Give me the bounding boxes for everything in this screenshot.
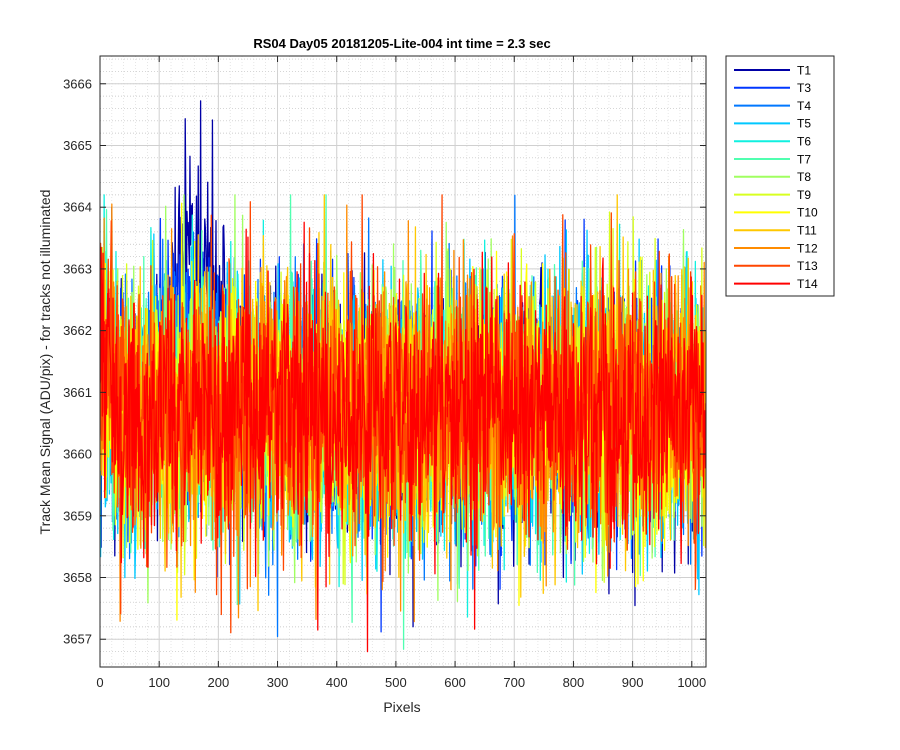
x-axis: 0 100 200 300 400 500 600 700 800 900 1000 bbox=[96, 56, 706, 690]
y-tick-label: 3664 bbox=[63, 200, 92, 215]
y-axis: 3657 3658 3659 3660 3661 3662 3663 3664 3665 3666 bbox=[63, 76, 706, 647]
y-tick-label: 3657 bbox=[63, 632, 92, 647]
legend-label-t5: T5 bbox=[797, 117, 811, 131]
y-tick-label: 3660 bbox=[63, 447, 92, 462]
x-tick-label: 400 bbox=[326, 675, 348, 690]
legend-label-t1: T1 bbox=[797, 63, 811, 77]
x-tick-label: 300 bbox=[267, 675, 289, 690]
plot-frame bbox=[99, 55, 707, 668]
series-line-t14 bbox=[100, 221, 706, 653]
y-tick-label: 3665 bbox=[63, 138, 92, 153]
x-tick-label: 800 bbox=[563, 675, 585, 690]
y-tick-label: 3666 bbox=[63, 76, 92, 91]
y-axis-label: Track Mean Signal (ADU/pix) - for tracks… bbox=[37, 190, 53, 535]
chart-title: RS04 Day05 20181205-Lite-004 int time = … bbox=[253, 36, 550, 51]
legend-label-t12: T12 bbox=[797, 241, 818, 255]
x-tick-label: 700 bbox=[503, 675, 525, 690]
y-tick-label: 3658 bbox=[63, 570, 92, 585]
x-tick-label: 900 bbox=[622, 675, 644, 690]
legend-label-t7: T7 bbox=[797, 152, 811, 166]
y-tick-label: 3662 bbox=[63, 323, 92, 338]
legend-label-t4: T4 bbox=[797, 99, 811, 113]
x-tick-label: 100 bbox=[148, 675, 170, 690]
legend-label-t11: T11 bbox=[797, 224, 817, 238]
legend-label-t6: T6 bbox=[797, 135, 811, 149]
series-layer bbox=[100, 100, 706, 653]
y-tick-label: 3661 bbox=[63, 385, 92, 400]
legend-label-t14: T14 bbox=[797, 277, 818, 291]
x-axis-label: Pixels bbox=[383, 699, 420, 715]
legend-label-t9: T9 bbox=[797, 188, 811, 202]
legend-label-t3: T3 bbox=[797, 81, 811, 95]
x-tick-label: 600 bbox=[444, 675, 466, 690]
legend-label-t13: T13 bbox=[797, 259, 818, 273]
y-tick-label: 3663 bbox=[63, 261, 92, 276]
legend-label-t10: T10 bbox=[797, 206, 818, 220]
y-tick-label: 3659 bbox=[63, 508, 92, 523]
x-tick-label: 1000 bbox=[677, 675, 706, 690]
x-tick-label: 0 bbox=[96, 675, 103, 690]
legend-label-t8: T8 bbox=[797, 170, 811, 184]
x-tick-label: 500 bbox=[385, 675, 407, 690]
legend[interactable]: T1 T3 T4 T5 T6 T7 T8 T9 T10 T11 T12 T13 T14 bbox=[725, 55, 835, 297]
legend-items: T1 T3 T4 T5 T6 T7 T8 T9 T10 T11 T12 T13 T14 bbox=[734, 63, 818, 291]
x-tick-label: 200 bbox=[208, 675, 230, 690]
